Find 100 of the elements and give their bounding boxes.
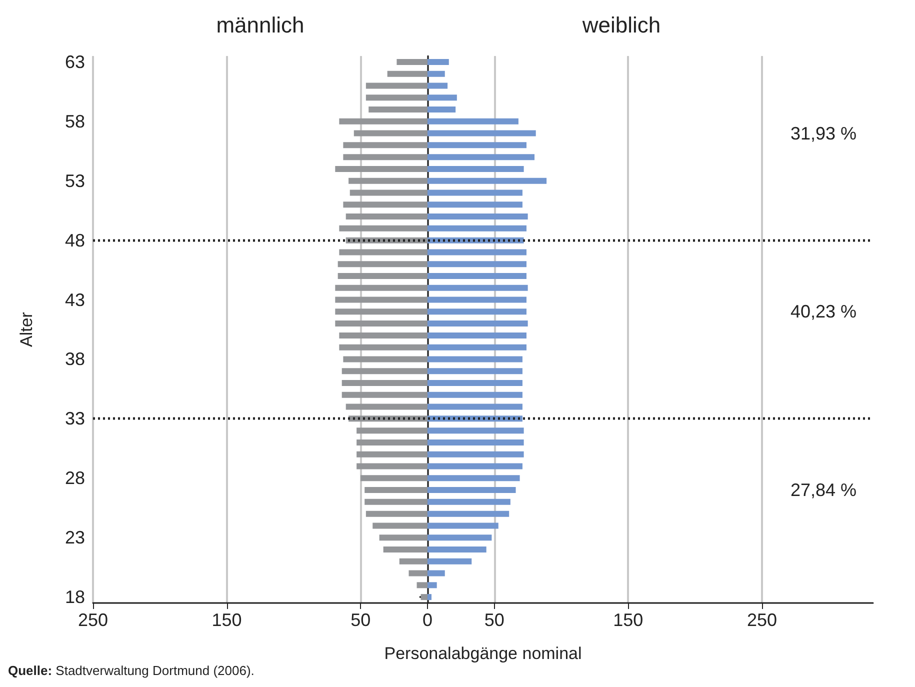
- bar: [427, 522, 498, 529]
- bar: [360, 475, 428, 482]
- bar: [335, 296, 428, 303]
- bar: [343, 154, 428, 160]
- bar: [427, 534, 492, 541]
- y-tick-label: 43: [64, 290, 85, 310]
- bar: [339, 225, 428, 232]
- bar: [427, 428, 524, 434]
- bar: [427, 404, 522, 410]
- bar: [383, 546, 428, 552]
- y-tick-label: 58: [64, 111, 85, 132]
- x-axis-title: Personalabgänge nominal: [384, 644, 582, 663]
- bar: [427, 106, 456, 113]
- text: weiblich: [581, 12, 661, 38]
- x-tick-label: 250: [746, 610, 777, 630]
- bar: [427, 261, 526, 268]
- bar: [335, 320, 428, 327]
- bar: [354, 130, 428, 136]
- bar: [427, 225, 526, 232]
- bar: [427, 570, 445, 576]
- bar: [427, 368, 522, 374]
- bar: [427, 249, 526, 256]
- bar: [342, 368, 428, 374]
- bar: [427, 118, 518, 124]
- bar: [427, 130, 536, 136]
- bar: [427, 190, 522, 196]
- bar: [427, 320, 528, 327]
- bar: [427, 296, 526, 303]
- bar: [339, 332, 428, 338]
- bar: [366, 82, 428, 89]
- bar: [427, 451, 524, 458]
- bar: [427, 284, 528, 291]
- bar: [338, 272, 428, 279]
- bar: [343, 142, 428, 148]
- y-tick-label: 18: [64, 587, 85, 608]
- y-tick-label: 28: [64, 468, 85, 488]
- bar: [350, 190, 428, 196]
- bar: [427, 510, 510, 517]
- bar: [339, 249, 428, 256]
- bar: [427, 332, 526, 338]
- bar: [379, 534, 428, 541]
- bar: [420, 594, 428, 600]
- bar: [356, 451, 428, 458]
- x-tick-label: 0: [422, 610, 432, 630]
- bar: [427, 82, 448, 89]
- bar: [408, 570, 428, 576]
- bar: [416, 582, 428, 588]
- y-tick-label: 63: [64, 52, 85, 72]
- bar: [427, 272, 526, 279]
- bar: [366, 510, 428, 517]
- y-tick-label: 38: [64, 349, 85, 370]
- bar: [427, 58, 449, 65]
- bar: [427, 70, 445, 77]
- x-tick-label: 50: [350, 610, 371, 630]
- bar: [342, 392, 428, 398]
- bar: [427, 344, 526, 350]
- bar: [335, 308, 428, 315]
- bar: [427, 380, 522, 386]
- y-tick-label: 53: [64, 170, 85, 191]
- x-tick-label: 150: [212, 610, 242, 630]
- bar: [335, 166, 428, 172]
- bar: [427, 392, 522, 398]
- bar: [396, 58, 428, 65]
- y-tick-label: 23: [64, 528, 85, 548]
- annotation: 40,23 %: [790, 302, 857, 322]
- bar: [427, 463, 522, 470]
- x-tick-label: 250: [78, 610, 108, 630]
- bar: [356, 428, 428, 434]
- bar: [427, 546, 486, 552]
- bar: [427, 94, 457, 101]
- bar: [368, 106, 428, 113]
- bar: [335, 284, 428, 291]
- bar: [427, 154, 535, 160]
- bar: [356, 463, 428, 470]
- annotation: 27,84 %: [790, 480, 857, 500]
- bar: [427, 439, 524, 446]
- bar: [427, 142, 526, 148]
- bar: [346, 214, 428, 220]
- annotation: 31,93 %: [790, 123, 857, 144]
- text: männlich: [216, 12, 304, 38]
- bar: [348, 178, 428, 184]
- bar: [372, 522, 428, 529]
- bar: [343, 202, 428, 208]
- bar: [343, 356, 428, 362]
- bar: [399, 558, 428, 564]
- bar: [427, 214, 528, 220]
- x-tick-label: 50: [484, 610, 504, 630]
- bar: [427, 487, 516, 494]
- bar: [339, 118, 428, 124]
- y-axis-title: Alter: [17, 312, 36, 347]
- y-tick-label: 33: [64, 408, 85, 429]
- bar: [387, 70, 428, 77]
- bar: [427, 308, 526, 315]
- bar: [364, 498, 428, 505]
- bar: [339, 344, 428, 350]
- source-note: Quelle: Stadtverwaltung Dortmund (2006).: [8, 663, 254, 678]
- bar: [427, 178, 547, 184]
- bar: [427, 475, 520, 482]
- bar: [338, 261, 428, 268]
- bar: [427, 166, 524, 172]
